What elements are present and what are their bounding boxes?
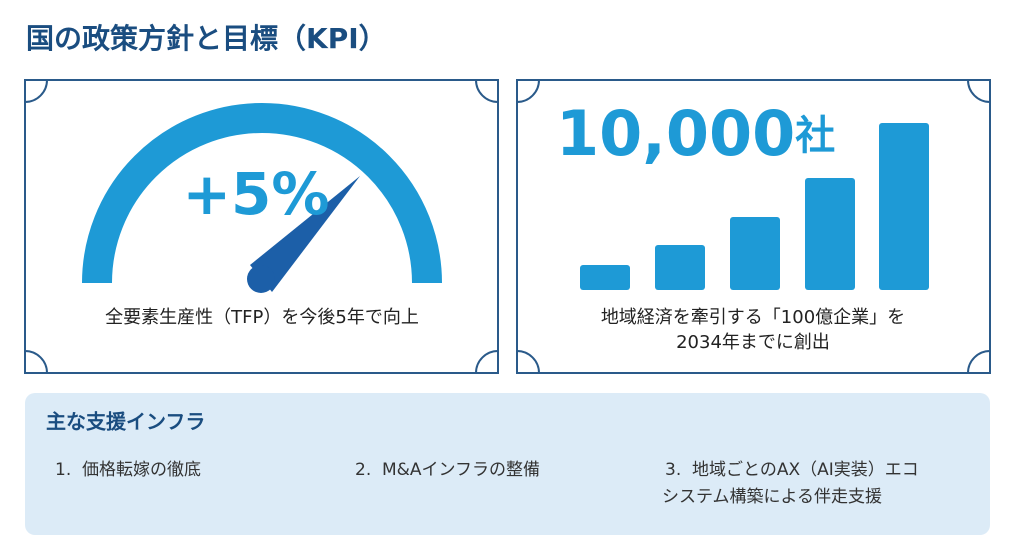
bar <box>805 178 855 290</box>
corner-ornament <box>516 79 991 374</box>
kpi-card: 10,000社 地域経済を牽引する「100億企業」を 2034年までに創出 <box>516 79 991 374</box>
panel-title: 主な支援インフラ <box>46 410 205 434</box>
item-number: 2. <box>355 460 371 480</box>
support-items: 1. 価格転嫁の徹底 2. M&Aインフラの整備 3. 地域ごとのAX（AI実装）エコシス… <box>55 460 919 507</box>
bar <box>730 217 780 290</box>
item-number: 3. <box>665 460 681 480</box>
bar <box>879 123 929 290</box>
kpi-caption: 地域経済を牽引する「100億企業」を <box>601 307 905 328</box>
bar <box>655 245 705 290</box>
gauge-needle <box>250 176 360 292</box>
item-label: 地域ごとのAX（AI実装）エコ <box>692 460 919 480</box>
page-title: 国の政策方針と目標（KPI） <box>26 22 387 55</box>
gauge-arc <box>82 103 442 284</box>
item-number: 1. <box>55 460 71 480</box>
kpi-headline: +5% <box>182 160 329 228</box>
item-label: 価格転嫁の徹底 <box>82 460 201 480</box>
item-label: システム構築による伴走支援 <box>662 487 882 507</box>
headline-unit: 社 <box>795 113 835 159</box>
item-label: M&Aインフラの整備 <box>382 460 540 480</box>
kpi-headline: 10,000社 <box>556 97 835 170</box>
gauge-hub <box>247 265 275 293</box>
corner-ornament <box>24 79 499 374</box>
bar <box>580 265 630 290</box>
growth-bars <box>580 123 929 290</box>
support-panel <box>25 393 990 535</box>
kpi-caption: 全要素生産性（TFP）を今後5年で向上 <box>105 307 419 328</box>
headline-number: 10,000 <box>556 97 795 170</box>
kpi-card: +5% 全要素生産性（TFP）を今後5年で向上 <box>24 79 499 374</box>
kpi-caption: 2034年までに創出 <box>676 332 830 353</box>
